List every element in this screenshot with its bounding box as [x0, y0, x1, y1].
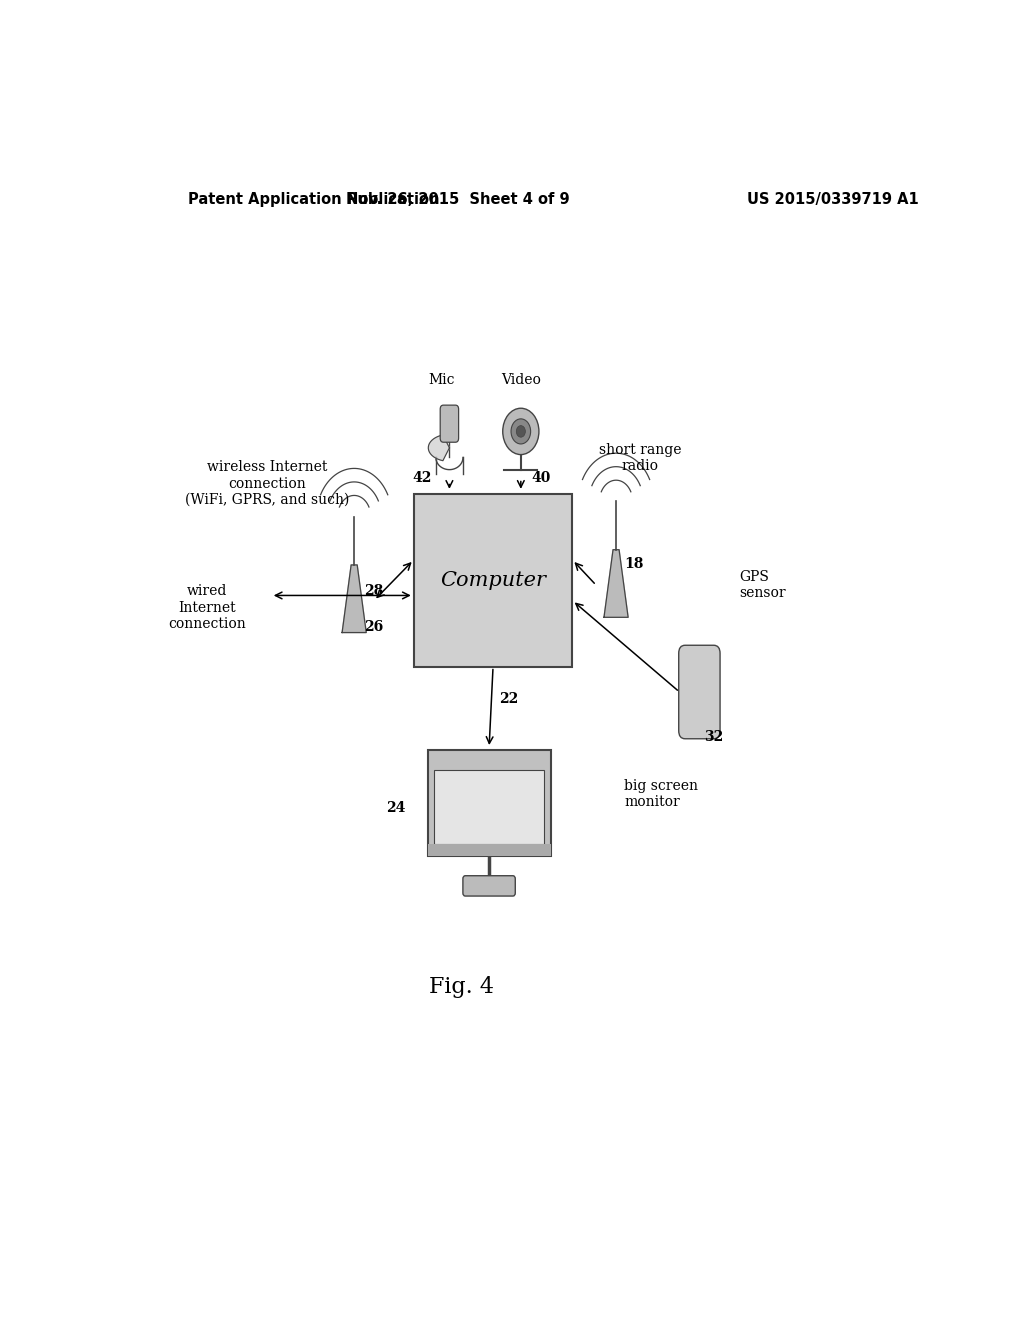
Circle shape [503, 408, 539, 454]
Bar [428, 750, 551, 857]
Polygon shape [342, 565, 367, 632]
Polygon shape [428, 436, 450, 461]
Text: Mic: Mic [428, 374, 455, 387]
Text: 24: 24 [386, 801, 406, 814]
Text: US 2015/0339719 A1: US 2015/0339719 A1 [748, 191, 919, 206]
Text: 32: 32 [705, 730, 723, 743]
Text: 28: 28 [365, 585, 384, 598]
Text: Patent Application Publication: Patent Application Publication [187, 191, 439, 206]
Text: wireless Internet
connection
(WiFi, GPRS, and such): wireless Internet connection (WiFi, GPRS… [184, 461, 349, 507]
Text: big screen
monitor: big screen monitor [624, 779, 698, 809]
FancyBboxPatch shape [463, 875, 515, 896]
Text: Computer: Computer [440, 570, 546, 590]
Text: wired
Internet
connection: wired Internet connection [169, 585, 246, 631]
Circle shape [516, 425, 525, 437]
Text: 18: 18 [624, 557, 643, 572]
Text: Fig. 4: Fig. 4 [429, 975, 494, 998]
FancyBboxPatch shape [440, 405, 459, 442]
Text: 40: 40 [531, 471, 551, 484]
Text: 42: 42 [412, 471, 431, 484]
Text: Video: Video [501, 374, 541, 387]
Polygon shape [604, 549, 628, 618]
Text: 26: 26 [365, 620, 384, 634]
Text: 22: 22 [499, 692, 518, 706]
Bar [414, 494, 572, 667]
Circle shape [511, 418, 530, 444]
Text: GPS
sensor: GPS sensor [739, 570, 785, 601]
Bar [434, 770, 544, 845]
Bar [428, 843, 551, 857]
Text: Nov. 26, 2015  Sheet 4 of 9: Nov. 26, 2015 Sheet 4 of 9 [345, 191, 569, 206]
FancyBboxPatch shape [679, 645, 720, 739]
Text: short range
radio: short range radio [599, 444, 681, 474]
